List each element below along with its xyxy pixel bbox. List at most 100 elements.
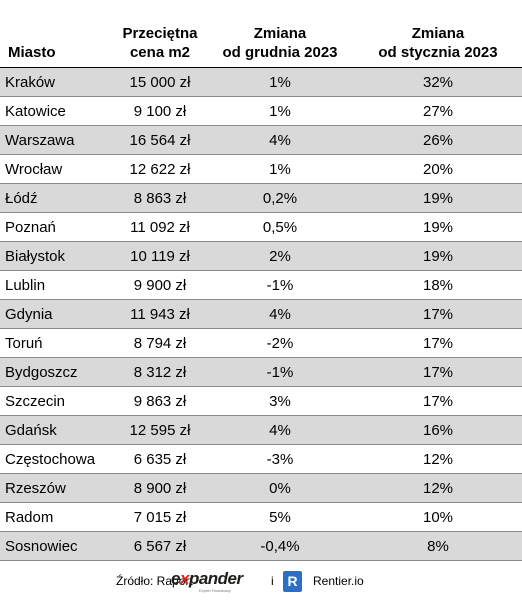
change-december-cell: 0%	[269, 480, 291, 497]
change-december-cell: 3%	[269, 393, 291, 410]
change-january-cell: 10%	[422, 509, 454, 526]
price-cell: 6 567 zł	[133, 538, 187, 555]
city-cell: Gdynia	[5, 306, 53, 323]
source-and: i	[271, 574, 274, 588]
expander-tagline: Expert Finansowy	[199, 588, 231, 593]
change-january-cell: 17%	[422, 393, 454, 410]
table-row: Warszawa 16 564 zł 4% 26%	[0, 126, 522, 155]
change-december-cell: -1%	[266, 364, 294, 381]
table-row: Gdynia 11 943 zł 4% 17%	[0, 300, 522, 329]
header-city: Miasto	[8, 44, 56, 61]
change-january-cell: 17%	[422, 335, 454, 352]
price-cell: 10 119 zł	[130, 248, 190, 265]
table-row: Szczecin 9 863 zł 3% 17%	[0, 387, 522, 416]
price-cell: 16 564 zł	[129, 132, 191, 149]
table-row: Bydgoszcz 8 312 zł -1% 17%	[0, 358, 522, 387]
rentier-logo-icon: R	[283, 571, 302, 592]
city-cell: Bydgoszcz	[5, 364, 78, 381]
city-cell: Gdańsk	[5, 422, 57, 439]
expander-logo: expander Expert Finansowy	[171, 570, 243, 594]
change-january-cell: 26%	[422, 132, 454, 149]
expander-logo-e: e	[171, 569, 180, 588]
expander-logo-x: x	[179, 569, 189, 588]
price-cell: 9 900 zł	[133, 277, 187, 294]
header-change-december: Zmiana od grudnia 2023	[215, 24, 345, 62]
price-cell: 11 943 zł	[130, 306, 190, 323]
change-january-cell: 32%	[422, 74, 454, 91]
city-cell: Częstochowa	[5, 451, 96, 468]
change-december-cell: 0,2%	[262, 190, 298, 207]
change-december-cell: -2%	[266, 335, 294, 352]
price-cell: 8 863 zł	[133, 190, 187, 207]
price-cell: 12 622 zł	[129, 161, 191, 178]
price-cell: 15 000 zł	[129, 74, 191, 91]
change-january-cell: 12%	[422, 480, 454, 497]
city-cell: Wrocław	[5, 161, 63, 178]
expander-logo-rest: pander	[188, 569, 243, 588]
change-december-cell: -3%	[266, 451, 294, 468]
price-cell: 9 100 zł	[133, 103, 187, 120]
change-december-cell: 1%	[269, 74, 291, 91]
change-december-cell: -1%	[266, 277, 294, 294]
change-december-cell: 5%	[269, 509, 291, 526]
table-row: Katowice 9 100 zł 1% 27%	[0, 97, 522, 126]
header-price-line1: Przeciętna	[122, 25, 198, 42]
price-cell: 8 312 zł	[133, 364, 187, 381]
header-dec-line1: Zmiana	[253, 25, 307, 42]
city-cell: Katowice	[5, 103, 66, 120]
table-row: Sosnowiec 6 567 zł -0,4% 8%	[0, 532, 522, 561]
price-table: Miasto Przeciętna cena m2 Zmiana od grud…	[0, 24, 522, 561]
price-cell: 7 015 zł	[133, 509, 187, 526]
city-cell: Sosnowiec	[5, 538, 78, 555]
source-label: Źródło: Raport	[116, 574, 193, 588]
source-footer: Źródło: Raport expander Expert Finansowy…	[0, 568, 522, 598]
city-cell: Toruń	[5, 335, 43, 352]
header-price-line2: cena m2	[129, 44, 191, 61]
change-december-cell: 4%	[269, 422, 291, 439]
city-cell: Poznań	[5, 219, 56, 236]
change-january-cell: 18%	[422, 277, 454, 294]
change-january-cell: 20%	[422, 161, 454, 178]
change-december-cell: 1%	[269, 103, 291, 120]
rentier-label: Rentier.io	[313, 574, 364, 588]
table-row: Łódź 8 863 zł 0,2% 19%	[0, 184, 522, 213]
city-cell: Warszawa	[5, 132, 75, 149]
price-cell: 6 635 zł	[133, 451, 187, 468]
table-row: Kraków 15 000 zł 1% 32%	[0, 68, 522, 97]
change-january-cell: 27%	[422, 103, 454, 120]
table-row: Wrocław 12 622 zł 1% 20%	[0, 155, 522, 184]
table-row: Lublin 9 900 zł -1% 18%	[0, 271, 522, 300]
city-cell: Radom	[5, 509, 54, 526]
change-january-cell: 12%	[422, 451, 454, 468]
header-dec-line2: od grudnia 2023	[222, 44, 338, 61]
table-body: Kraków 15 000 zł 1% 32% Katowice 9 100 zł 1% 27…	[0, 68, 522, 561]
city-cell: Lublin	[5, 277, 46, 294]
city-cell: Kraków	[5, 74, 56, 91]
table-row: Częstochowa 6 635 zł -3% 12%	[0, 445, 522, 474]
price-cell: 8 794 zł	[133, 335, 187, 352]
change-january-cell: 19%	[422, 190, 454, 207]
header-change-january: Zmiana od stycznia 2023	[362, 24, 514, 62]
table-row: Rzeszów 8 900 zł 0% 12%	[0, 474, 522, 503]
header-price: Przeciętna cena m2	[106, 24, 214, 62]
city-cell: Szczecin	[5, 393, 66, 410]
table-row: Białystok 10 119 zł 2% 19%	[0, 242, 522, 271]
price-cell: 8 900 zł	[133, 480, 187, 497]
change-january-cell: 17%	[422, 364, 454, 381]
table-row: Radom 7 015 zł 5% 10%	[0, 503, 522, 532]
change-december-cell: 4%	[269, 132, 291, 149]
city-cell: Rzeszów	[5, 480, 66, 497]
change-january-cell: 17%	[422, 306, 454, 323]
city-cell: Białystok	[5, 248, 66, 265]
change-january-cell: 19%	[422, 219, 454, 236]
price-cell: 9 863 zł	[133, 393, 187, 410]
city-cell: Łódź	[5, 190, 38, 207]
header-jan-line1: Zmiana	[411, 25, 465, 42]
change-december-cell: 1%	[269, 161, 291, 178]
table-row: Toruń 8 794 zł -2% 17%	[0, 329, 522, 358]
table-row: Gdańsk 12 595 zł 4% 16%	[0, 416, 522, 445]
price-cell: 12 595 zł	[129, 422, 191, 439]
table-row: Poznań 11 092 zł 0,5% 19%	[0, 213, 522, 242]
price-cell: 11 092 zł	[130, 219, 190, 236]
change-january-cell: 8%	[427, 538, 449, 555]
